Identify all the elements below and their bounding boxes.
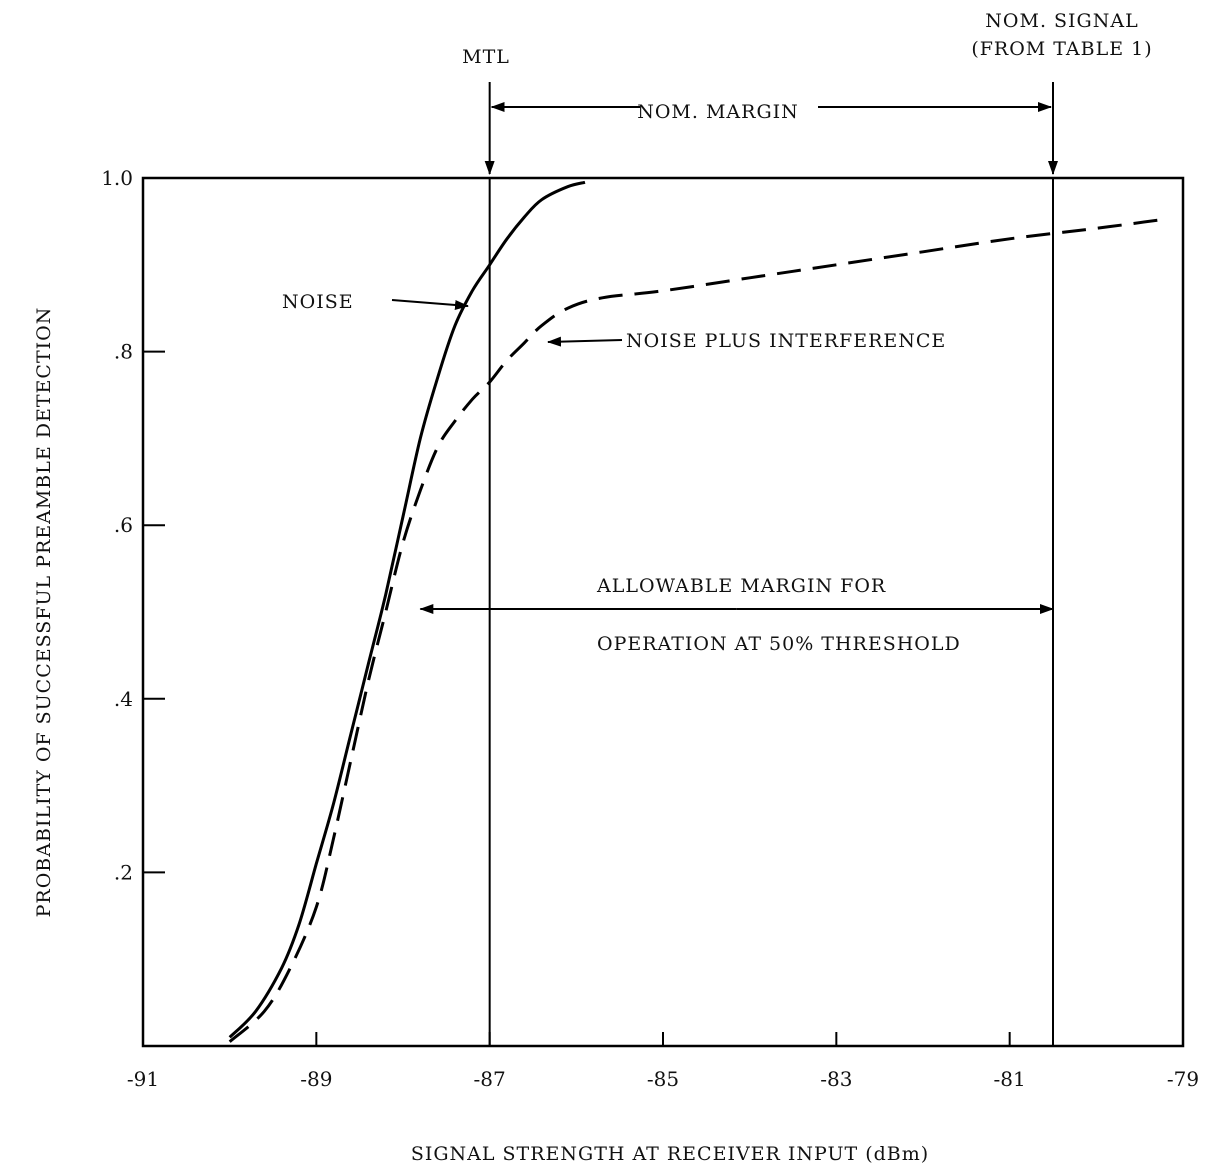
noise-plus-interference-pointer-arrow bbox=[547, 336, 623, 347]
reference-lines bbox=[484, 82, 1058, 1046]
y-tick-label: .4 bbox=[114, 687, 133, 711]
x-tick-label: -81 bbox=[994, 1067, 1026, 1091]
x-tick-label: -83 bbox=[820, 1067, 852, 1091]
nom-margin-label: NOM. MARGIN bbox=[637, 101, 799, 123]
x-tick-label: -89 bbox=[300, 1067, 332, 1091]
y-tick-label: .8 bbox=[114, 340, 133, 364]
x-tick-label: -91 bbox=[127, 1067, 159, 1091]
noise-series-line bbox=[228, 180, 586, 1039]
x-tick-label: -85 bbox=[647, 1067, 679, 1091]
noise-plus-interference-series-line bbox=[228, 218, 1162, 1043]
nom-signal-label-line1: NOM. SIGNAL bbox=[985, 10, 1138, 32]
x-axis-ticks: -91 -89 -87 -85 -83 -81 -79 bbox=[127, 1032, 1199, 1091]
noise-pointer-arrow bbox=[391, 299, 469, 310]
y-tick-label: .2 bbox=[114, 860, 133, 884]
noise-label: NOISE bbox=[282, 291, 354, 313]
annotation-arrows bbox=[391, 102, 1054, 614]
allowable-margin-label-line2: OPERATION AT 50% THRESHOLD bbox=[597, 633, 961, 655]
nom-signal-label-line2: (FROM TABLE 1) bbox=[971, 38, 1152, 60]
y-tick-label: .6 bbox=[114, 513, 133, 537]
y-tick-label: 1.0 bbox=[101, 166, 133, 190]
x-tick-label: -87 bbox=[474, 1067, 506, 1091]
allowable-margin-label-line1: ALLOWABLE MARGIN FOR bbox=[596, 575, 886, 597]
mtl-label: MTL bbox=[462, 46, 510, 68]
noise-plus-interference-label: NOISE PLUS INTERFERENCE bbox=[626, 330, 946, 352]
x-tick-label: -79 bbox=[1167, 1067, 1199, 1091]
series-layer bbox=[228, 180, 1162, 1043]
x-axis-label: SIGNAL STRENGTH AT RECEIVER INPUT (dBm) bbox=[411, 1143, 929, 1165]
y-axis-ticks: .2 .4 .6 .8 1.0 bbox=[101, 166, 165, 884]
y-axis-label: PROBABILITY OF SUCCESSFUL PREAMBLE DETEC… bbox=[33, 307, 55, 918]
